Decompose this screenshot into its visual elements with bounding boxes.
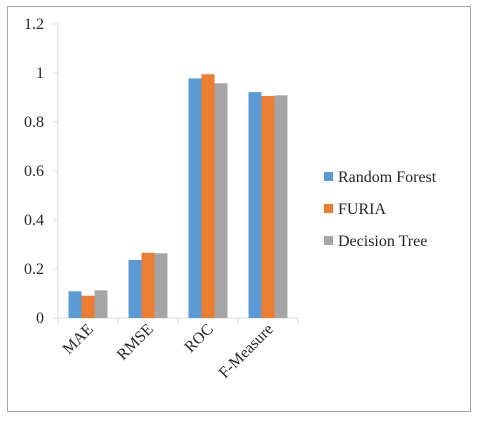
chart-area: [7, 6, 471, 412]
y-tick-label: 0.8: [24, 114, 44, 131]
x-tick-label: ROC: [182, 321, 217, 356]
legend-label: Random Forest: [338, 169, 437, 186]
y-axis: 0 0.2 0.4 0.6 0.8 1 1.2: [24, 16, 59, 327]
y-tick-label: 0.6: [24, 163, 44, 180]
y-tick-label: 0: [36, 310, 44, 327]
y-tick-label: 0.4: [24, 212, 44, 229]
legend-label: FURIA: [338, 201, 386, 218]
legend-label: Decision Tree: [338, 233, 427, 250]
bars: [68, 74, 288, 318]
bar-furia-f-measure: [261, 96, 275, 318]
bar-decision-tree-rmse: [154, 253, 168, 318]
y-tick-label: 0.2: [24, 261, 44, 278]
legend-swatch: [324, 172, 333, 181]
bar-random-forest-rmse: [128, 259, 142, 318]
legend-swatch: [324, 236, 333, 245]
bar-decision-tree-f-measure: [274, 95, 288, 318]
bar-random-forest-roc: [188, 78, 202, 318]
legend: Random Forest FURIA Decision Tree: [324, 169, 437, 250]
x-tick-label: RMSE: [114, 321, 157, 364]
bar-decision-tree-roc: [214, 83, 228, 318]
legend-swatch: [324, 204, 333, 213]
y-tick-label: 1: [36, 65, 44, 82]
bar-furia-roc: [201, 74, 215, 318]
bar-decision-tree-mae: [94, 290, 108, 318]
bar-random-forest-f-measure: [248, 92, 262, 318]
bar-random-forest-mae: [68, 291, 82, 318]
x-tick-label: MAE: [60, 321, 97, 358]
x-tick-label: F-Measure: [216, 321, 277, 382]
bar-furia-mae: [81, 295, 95, 318]
y-tick-label: 1.2: [24, 16, 44, 33]
bar-furia-rmse: [141, 252, 155, 318]
